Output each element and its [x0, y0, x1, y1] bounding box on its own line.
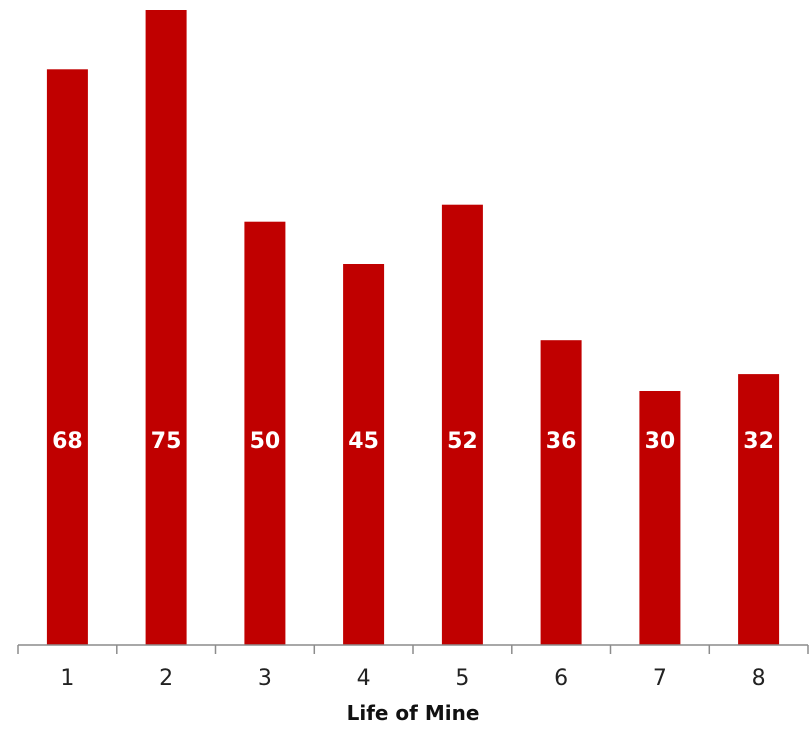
bar-4 [343, 264, 385, 645]
bar-value-labels-group: 68 75 50 45 52 36 30 32 [52, 429, 774, 454]
bar-value-label-7: 30 [645, 429, 676, 454]
x-tick-label-5: 5 [455, 666, 469, 691]
x-axis-title: Life of Mine [347, 701, 480, 725]
x-tick-label-2: 2 [159, 666, 173, 691]
bar-value-label-1: 68 [52, 429, 83, 454]
bars-group [46, 10, 780, 646]
bar-3 [244, 221, 286, 645]
bar-5 [441, 204, 483, 645]
bar-1 [46, 69, 88, 646]
x-tick-label-3: 3 [258, 666, 272, 691]
bar-8 [738, 374, 780, 645]
bar-value-label-2: 75 [151, 429, 182, 454]
bar-value-label-5: 52 [447, 429, 478, 454]
bar-2 [145, 10, 187, 645]
bar-value-label-8: 32 [743, 429, 774, 454]
x-axis-tick-labels-group: 1 2 3 4 5 6 7 8 [60, 666, 765, 691]
x-axis-ticks-group [17, 645, 809, 654]
x-tick-label-4: 4 [357, 666, 371, 691]
bar-value-label-3: 50 [250, 429, 281, 454]
bar-value-label-6: 36 [546, 429, 577, 454]
x-tick-label-7: 7 [653, 666, 667, 691]
x-tick-label-1: 1 [60, 666, 74, 691]
x-tick-label-8: 8 [752, 666, 766, 691]
bar-7 [639, 391, 681, 645]
bar-6 [540, 340, 582, 645]
x-tick-label-6: 6 [554, 666, 568, 691]
bar-value-label-4: 45 [348, 429, 379, 454]
